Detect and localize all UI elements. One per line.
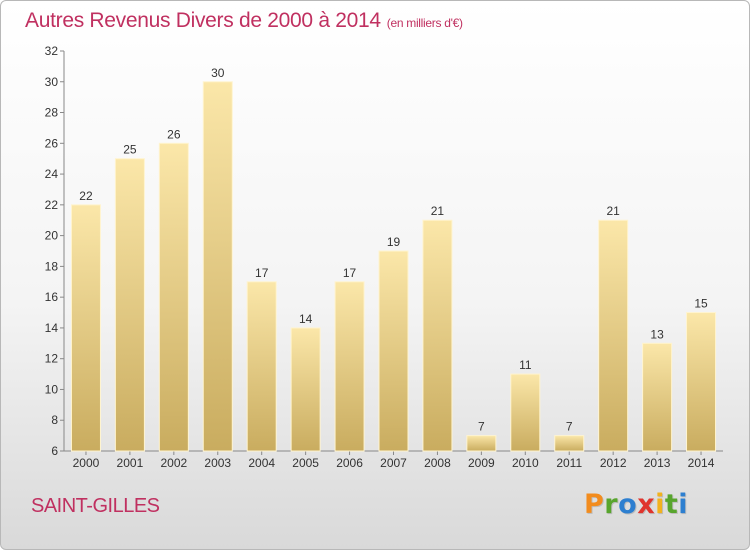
bar bbox=[554, 435, 585, 452]
y-tick-label: 10 bbox=[45, 382, 59, 396]
bar-value-label: 30 bbox=[211, 66, 225, 80]
logo-letter: i bbox=[655, 489, 665, 520]
x-tick-label: 2009 bbox=[468, 456, 495, 470]
bar bbox=[334, 281, 365, 452]
logo-letter: i bbox=[678, 489, 689, 520]
bar-value-label: 21 bbox=[431, 204, 445, 218]
x-tick-label: 2004 bbox=[248, 456, 275, 470]
logo-letter: t bbox=[664, 489, 679, 520]
x-tick-label: 2005 bbox=[292, 456, 319, 470]
x-tick-label: 2007 bbox=[380, 456, 407, 470]
y-tick-label: 14 bbox=[45, 321, 59, 335]
bar-value-label: 22 bbox=[79, 189, 93, 203]
city-name: SAINT-GILLES bbox=[31, 495, 160, 517]
chart-title: Autres Revenus Divers de 2000 à 2014 (en … bbox=[25, 9, 463, 33]
x-tick-label: 2001 bbox=[117, 456, 144, 470]
x-tick-label: 2010 bbox=[512, 456, 539, 470]
bar bbox=[598, 219, 629, 452]
bar-value-label: 7 bbox=[478, 420, 485, 434]
y-tick-label: 18 bbox=[45, 259, 59, 273]
bar bbox=[378, 250, 409, 452]
logo-letter: P bbox=[584, 489, 605, 520]
bar bbox=[114, 158, 145, 452]
bar bbox=[686, 312, 717, 452]
y-tick-label: 32 bbox=[45, 44, 59, 58]
bar-value-label: 11 bbox=[519, 358, 532, 372]
x-tick-label: 2011 bbox=[556, 456, 582, 470]
y-tick-label: 16 bbox=[45, 290, 59, 304]
y-tick-label: 22 bbox=[45, 198, 59, 212]
y-tick-label: 8 bbox=[51, 413, 58, 427]
logo-letter: x bbox=[637, 489, 656, 520]
x-tick-label: 2000 bbox=[73, 456, 100, 470]
chart-title-text: Autres Revenus Divers de 2000 à 2014 bbox=[25, 9, 381, 32]
x-tick-label: 2014 bbox=[688, 456, 715, 470]
bar-value-label: 17 bbox=[343, 266, 357, 280]
bar-value-label: 15 bbox=[694, 297, 708, 311]
x-tick-label: 2002 bbox=[160, 456, 187, 470]
y-tick-label: 28 bbox=[45, 106, 59, 120]
bar bbox=[642, 342, 673, 452]
x-tick-label: 2013 bbox=[644, 456, 671, 470]
bar-value-label: 14 bbox=[299, 312, 313, 326]
bar-value-label: 19 bbox=[387, 235, 401, 249]
x-tick-label: 2012 bbox=[600, 456, 627, 470]
bar-value-label: 13 bbox=[650, 327, 664, 341]
bar-value-label: 21 bbox=[606, 204, 620, 218]
y-tick-label: 20 bbox=[45, 229, 59, 243]
y-tick-label: 30 bbox=[45, 75, 59, 89]
x-tick-label: 2003 bbox=[204, 456, 231, 470]
bar bbox=[510, 373, 541, 452]
x-tick-label: 2006 bbox=[336, 456, 363, 470]
bar bbox=[158, 142, 189, 452]
x-tick-label: 2008 bbox=[424, 456, 451, 470]
y-tick-label: 26 bbox=[45, 136, 59, 150]
bar-value-label: 7 bbox=[566, 420, 573, 434]
bar bbox=[422, 219, 453, 452]
y-tick-label: 12 bbox=[45, 352, 59, 366]
logo-letter: o bbox=[618, 489, 638, 520]
logo-letter: r bbox=[604, 489, 619, 520]
y-tick-label: 6 bbox=[51, 444, 58, 458]
bar bbox=[466, 435, 497, 452]
proxiti-logo: Proxiti bbox=[584, 489, 688, 520]
bar bbox=[246, 281, 277, 452]
chart-subtitle: (en milliers d'€) bbox=[386, 16, 463, 30]
y-tick-label: 24 bbox=[45, 167, 59, 181]
bar-value-label: 17 bbox=[255, 266, 269, 280]
bar bbox=[202, 81, 233, 452]
bar bbox=[290, 327, 321, 452]
bar-value-label: 25 bbox=[123, 143, 137, 157]
bar-value-label: 26 bbox=[167, 127, 181, 141]
bar bbox=[70, 204, 101, 452]
